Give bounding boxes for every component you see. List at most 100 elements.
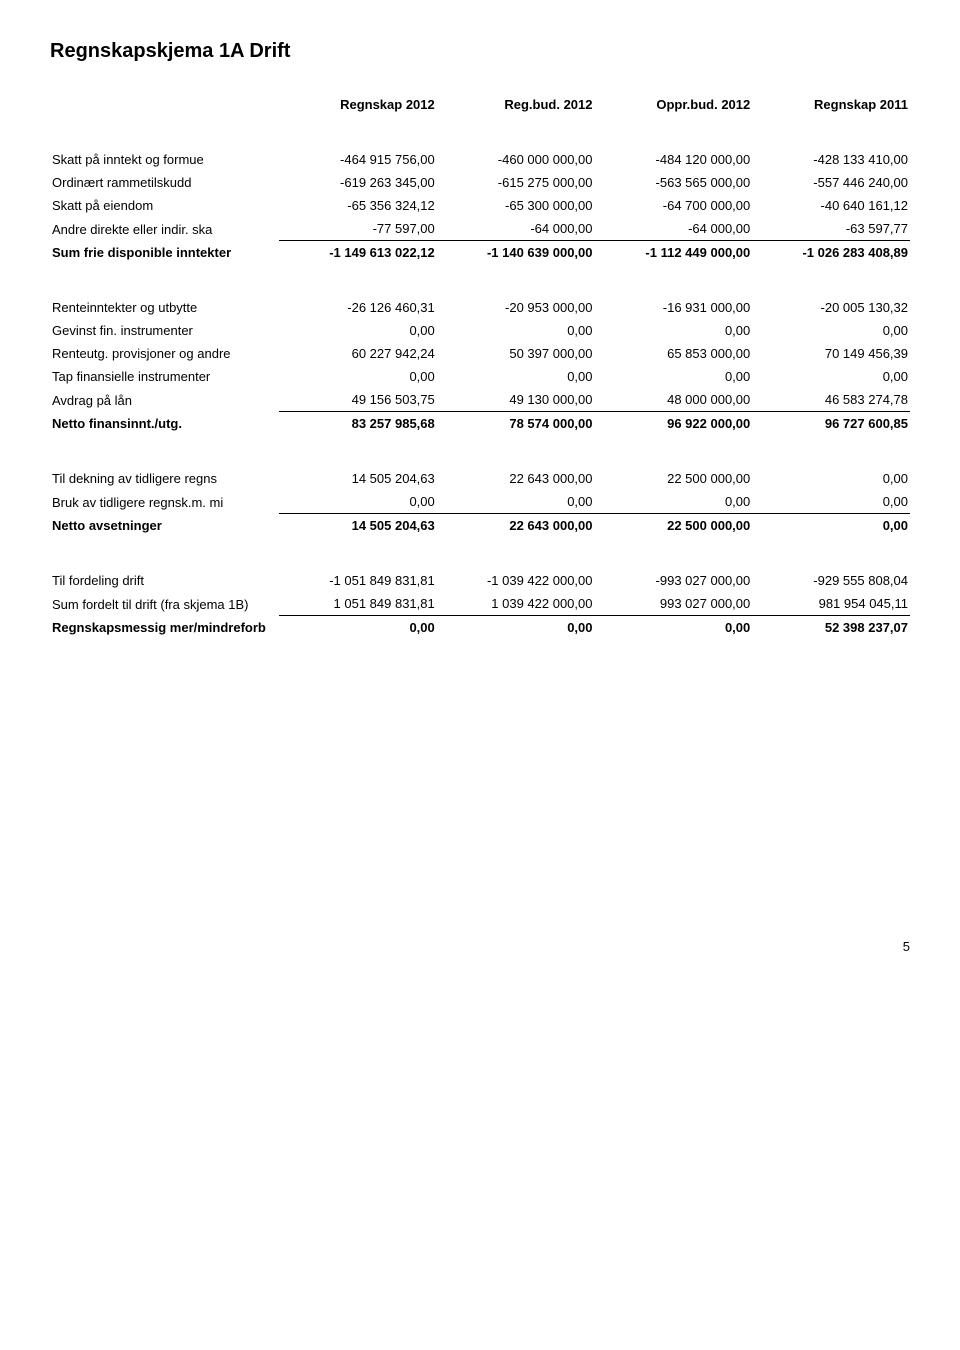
row-value: 993 027 000,00 [595, 592, 753, 616]
table-row: Regnskapsmessig mer/mindreforb0,000,000,… [50, 616, 910, 640]
row-value: 0,00 [437, 365, 595, 388]
row-value: 0,00 [595, 365, 753, 388]
row-value: -40 640 161,12 [752, 194, 910, 217]
row-value: 22 500 000,00 [595, 467, 753, 490]
table-row: Renteutg. provisjoner og andre60 227 942… [50, 342, 910, 365]
spacer-row [50, 435, 910, 467]
header-col2: Reg.bud. 2012 [437, 93, 595, 116]
row-value: -1 140 639 000,00 [437, 241, 595, 265]
row-value: 0,00 [279, 365, 437, 388]
row-value: 49 130 000,00 [437, 388, 595, 412]
row-value: 0,00 [752, 490, 910, 514]
row-value: 0,00 [279, 616, 437, 640]
row-label: Gevinst fin. instrumenter [50, 319, 279, 342]
row-label: Netto finansinnt./utg. [50, 412, 279, 436]
row-value: -929 555 808,04 [752, 569, 910, 592]
row-value: -615 275 000,00 [437, 171, 595, 194]
row-label: Sum fordelt til drift (fra skjema 1B) [50, 592, 279, 616]
row-value: -77 597,00 [279, 217, 437, 241]
row-value: -557 446 240,00 [752, 171, 910, 194]
spacer-row [50, 116, 910, 148]
row-value: 0,00 [595, 490, 753, 514]
row-value: 50 397 000,00 [437, 342, 595, 365]
row-label: Sum frie disponible inntekter [50, 241, 279, 265]
row-label: Til fordeling drift [50, 569, 279, 592]
row-value: -484 120 000,00 [595, 148, 753, 171]
row-value: -993 027 000,00 [595, 569, 753, 592]
row-value: 0,00 [752, 467, 910, 490]
row-value: -63 597,77 [752, 217, 910, 241]
row-value: -460 000 000,00 [437, 148, 595, 171]
table-row: Ordinært rammetilskudd-619 263 345,00-61… [50, 171, 910, 194]
spacer-row [50, 537, 910, 569]
header-col4: Regnskap 2011 [752, 93, 910, 116]
row-value: -64 000,00 [437, 217, 595, 241]
row-value: -1 051 849 831,81 [279, 569, 437, 592]
row-value: 1 039 422 000,00 [437, 592, 595, 616]
page-title: Regnskapskjema 1A Drift [50, 40, 910, 63]
table-row: Til fordeling drift-1 051 849 831,81-1 0… [50, 569, 910, 592]
row-value: -1 112 449 000,00 [595, 241, 753, 265]
row-value: -619 263 345,00 [279, 171, 437, 194]
row-value: -428 133 410,00 [752, 148, 910, 171]
row-value: 981 954 045,11 [752, 592, 910, 616]
row-label: Tap finansielle instrumenter [50, 365, 279, 388]
row-value: -1 039 422 000,00 [437, 569, 595, 592]
row-value: 22 643 000,00 [437, 467, 595, 490]
row-value: 22 643 000,00 [437, 514, 595, 538]
table-row: Sum fordelt til drift (fra skjema 1B)1 0… [50, 592, 910, 616]
row-label: Skatt på eiendom [50, 194, 279, 217]
spacer-row [50, 264, 910, 296]
row-value: 83 257 985,68 [279, 412, 437, 436]
table-row: Netto avsetninger14 505 204,6322 643 000… [50, 514, 910, 538]
row-value: 0,00 [752, 514, 910, 538]
row-value: 78 574 000,00 [437, 412, 595, 436]
table-row: Netto finansinnt./utg.83 257 985,6878 57… [50, 412, 910, 436]
table-row: Til dekning av tidligere regns14 505 204… [50, 467, 910, 490]
row-value: 0,00 [752, 365, 910, 388]
table-row: Skatt på eiendom-65 356 324,12-65 300 00… [50, 194, 910, 217]
row-value: 0,00 [595, 319, 753, 342]
row-label: Til dekning av tidligere regns [50, 467, 279, 490]
row-value: 14 505 204,63 [279, 514, 437, 538]
row-value: 46 583 274,78 [752, 388, 910, 412]
row-value: 0,00 [752, 319, 910, 342]
row-value: 0,00 [437, 616, 595, 640]
financial-table: Regnskap 2012 Reg.bud. 2012 Oppr.bud. 20… [50, 93, 910, 639]
row-value: 14 505 204,63 [279, 467, 437, 490]
row-value: 48 000 000,00 [595, 388, 753, 412]
row-value: 0,00 [279, 490, 437, 514]
row-value: 65 853 000,00 [595, 342, 753, 365]
header-blank [50, 93, 279, 116]
row-value: -26 126 460,31 [279, 296, 437, 319]
row-value: -1 149 613 022,12 [279, 241, 437, 265]
row-value: 96 922 000,00 [595, 412, 753, 436]
row-value: 49 156 503,75 [279, 388, 437, 412]
table-row: Gevinst fin. instrumenter0,000,000,000,0… [50, 319, 910, 342]
row-value: -16 931 000,00 [595, 296, 753, 319]
row-value: -65 300 000,00 [437, 194, 595, 217]
row-value: -65 356 324,12 [279, 194, 437, 217]
row-value: 70 149 456,39 [752, 342, 910, 365]
table-row: Sum frie disponible inntekter-1 149 613 … [50, 241, 910, 265]
row-value: 52 398 237,07 [752, 616, 910, 640]
row-value: -464 915 756,00 [279, 148, 437, 171]
row-label: Renteutg. provisjoner og andre [50, 342, 279, 365]
row-label: Netto avsetninger [50, 514, 279, 538]
row-label: Andre direkte eller indir. ska [50, 217, 279, 241]
row-value: -64 700 000,00 [595, 194, 753, 217]
row-label: Renteinntekter og utbytte [50, 296, 279, 319]
row-value: 0,00 [595, 616, 753, 640]
table-row: Bruk av tidligere regnsk.m. mi0,000,000,… [50, 490, 910, 514]
table-row: Tap finansielle instrumenter0,000,000,00… [50, 365, 910, 388]
row-value: 0,00 [437, 319, 595, 342]
header-col3: Oppr.bud. 2012 [595, 93, 753, 116]
row-value: -20 005 130,32 [752, 296, 910, 319]
row-value: 0,00 [279, 319, 437, 342]
row-value: 0,00 [437, 490, 595, 514]
row-value: -64 000,00 [595, 217, 753, 241]
row-value: 1 051 849 831,81 [279, 592, 437, 616]
row-value: 60 227 942,24 [279, 342, 437, 365]
row-label: Regnskapsmessig mer/mindreforb [50, 616, 279, 640]
row-label: Ordinært rammetilskudd [50, 171, 279, 194]
